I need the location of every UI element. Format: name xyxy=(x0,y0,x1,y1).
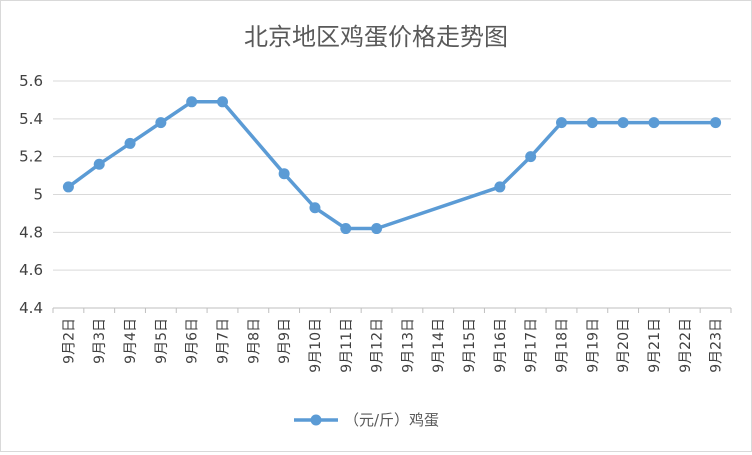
y-tick-label: 4.6 xyxy=(19,261,43,279)
x-tick-label: 9月11日 xyxy=(339,318,355,373)
data-point xyxy=(93,158,105,170)
x-axis xyxy=(52,307,732,313)
y-tick-label: 4.8 xyxy=(19,223,43,241)
data-point xyxy=(586,117,598,129)
y-tick-label: 5 xyxy=(33,186,43,204)
x-tick-label: 9月22日 xyxy=(678,318,694,373)
y-tick-label: 5.2 xyxy=(19,148,43,166)
x-tick-label: 9月20日 xyxy=(616,318,632,373)
data-point xyxy=(556,117,567,129)
x-tick-label: 9月3日 xyxy=(92,318,108,364)
data-point xyxy=(617,117,629,129)
data-point xyxy=(340,223,352,235)
x-tick-label: 9月6日 xyxy=(185,318,201,364)
y-tick-label: 5.4 xyxy=(19,110,43,128)
x-tick-label: 9月4日 xyxy=(123,318,139,364)
x-tick-label: 9月17日 xyxy=(524,318,540,373)
data-point xyxy=(371,223,383,235)
data-point xyxy=(710,117,722,129)
legend-marker-swatch xyxy=(310,414,322,426)
x-tick-label: 9月2日 xyxy=(61,318,77,364)
data-point xyxy=(525,151,537,163)
data-point xyxy=(124,137,136,149)
x-tick-label: 9月5日 xyxy=(154,318,170,364)
x-tick-labels: 9月2日 9月3日 9月4日 9月5日 9月6日 9月7日 9月8日 9月9日 9月10日 9月1… xyxy=(61,318,724,373)
data-point xyxy=(309,202,321,214)
x-tick-label: 9月23日 xyxy=(709,318,725,373)
x-tick-label: 9月15日 xyxy=(462,318,478,373)
chart-title: 北京地区鸡蛋价格走势图 xyxy=(244,23,508,51)
x-tick-label: 9月16日 xyxy=(493,318,509,373)
y-tick-label: 5.6 xyxy=(19,72,43,90)
legend: （元/斤）鸡蛋 xyxy=(294,411,439,429)
x-tick-label: 9月19日 xyxy=(585,318,601,373)
data-point xyxy=(648,117,660,129)
x-tick-label: 9月14日 xyxy=(431,318,447,373)
x-tick-label: 9月13日 xyxy=(400,318,416,373)
x-tick-label: 9月10日 xyxy=(308,318,324,373)
data-point xyxy=(278,168,290,180)
x-tick-label: 9月9日 xyxy=(277,318,293,364)
data-point xyxy=(155,117,167,129)
data-point xyxy=(494,181,506,193)
x-tick-label: 9月18日 xyxy=(555,318,571,373)
x-tick-label: 9月7日 xyxy=(216,318,232,364)
x-tick-label: 9月8日 xyxy=(246,318,262,364)
legend-label: （元/斤）鸡蛋 xyxy=(344,411,439,429)
data-point xyxy=(62,181,74,193)
data-point xyxy=(186,96,198,108)
x-tick-label: 9月21日 xyxy=(647,318,663,373)
series-egg-price xyxy=(62,96,722,235)
data-point xyxy=(217,96,228,108)
x-tick-label: 9月12日 xyxy=(370,318,386,373)
y-tick-label: 4.4 xyxy=(19,299,43,317)
y-axis: 4.4 4.6 4.8 5 5.2 5.4 5.6 xyxy=(19,72,43,317)
gridlines xyxy=(53,80,731,271)
